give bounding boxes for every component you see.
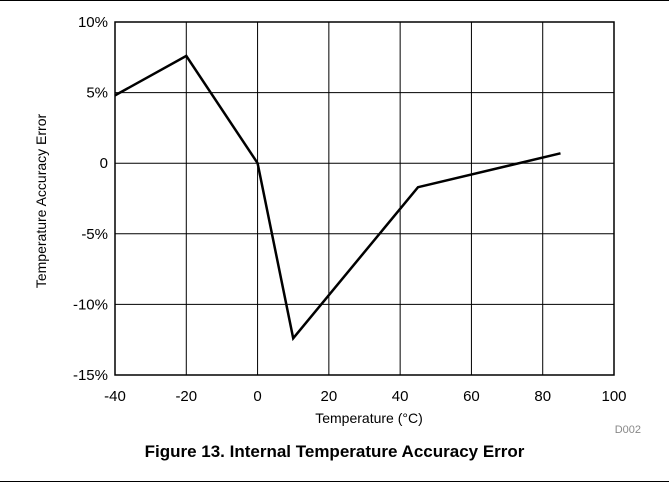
series-line	[114, 54, 561, 342]
y-tick-label: 0	[100, 155, 108, 172]
x-tick-label: 60	[463, 388, 480, 405]
y-tick-label: -15%	[73, 367, 108, 384]
x-tick-label: -40	[104, 388, 126, 405]
y-tick-label: 5%	[86, 85, 108, 102]
figure-caption: Figure 13. Internal Temperature Accuracy…	[144, 442, 525, 461]
x-tick-label: 0	[253, 388, 261, 405]
bottom-rule	[0, 481, 669, 482]
x-axis-label: Temperature (°C)	[315, 410, 423, 426]
figure-id: D002	[615, 424, 641, 436]
x-tick-label: 20	[321, 388, 338, 405]
x-tick-label: 100	[601, 388, 626, 405]
y-tick-label: 10%	[78, 14, 108, 31]
grid-layer	[115, 22, 614, 375]
x-tick-labels: -40 -20 0 20 40 60 80 100	[104, 388, 626, 405]
y-tick-label: -10%	[73, 296, 108, 313]
series-layer	[114, 54, 561, 342]
y-tick-labels: 10% 5% 0 -5% -10% -15%	[73, 14, 108, 384]
x-tick-label: -20	[175, 388, 197, 405]
y-tick-label: -5%	[81, 226, 108, 243]
x-tick-label: 40	[392, 388, 409, 405]
y-axis-label: Temperature Accuracy Error	[33, 114, 49, 289]
top-rule	[0, 0, 669, 1]
plot-frame	[114, 21, 615, 376]
x-tick-label: 80	[534, 388, 551, 405]
